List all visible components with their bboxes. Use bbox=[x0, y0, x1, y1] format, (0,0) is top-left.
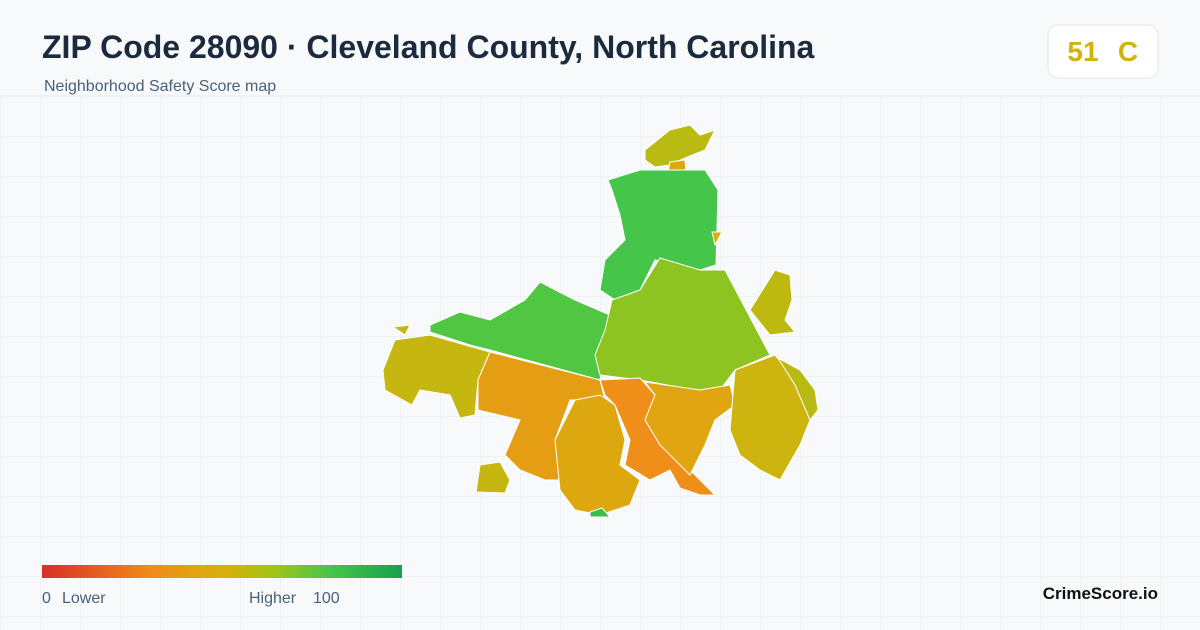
legend-bar bbox=[42, 565, 402, 578]
map-region[interactable] bbox=[749, 269, 796, 336]
title: ZIP Code 28090 · Cleveland County, North… bbox=[42, 29, 815, 65]
legend-min-label: Lower bbox=[62, 590, 106, 607]
map-region[interactable] bbox=[711, 231, 723, 247]
map-region[interactable] bbox=[776, 356, 819, 421]
map-region[interactable] bbox=[589, 507, 612, 518]
subtitle: Neighborhood Safety Score map bbox=[44, 78, 276, 95]
score-value: 51 bbox=[1067, 36, 1098, 67]
map-region[interactable] bbox=[594, 257, 771, 391]
map-region[interactable] bbox=[475, 461, 511, 494]
legend-min: 0 bbox=[42, 590, 51, 607]
score-badge bbox=[1047, 24, 1159, 79]
legend-max: 100 bbox=[313, 590, 340, 607]
legend-max-label: Higher bbox=[249, 590, 297, 607]
map-region[interactable] bbox=[644, 124, 716, 168]
map-region[interactable] bbox=[554, 394, 641, 516]
score-grade: C bbox=[1118, 36, 1138, 67]
map-region[interactable] bbox=[382, 334, 491, 419]
map-regions bbox=[382, 124, 819, 518]
map-region[interactable] bbox=[391, 324, 411, 336]
map-region[interactable] bbox=[643, 381, 736, 476]
brand: CrimeScore.io bbox=[1043, 584, 1158, 603]
